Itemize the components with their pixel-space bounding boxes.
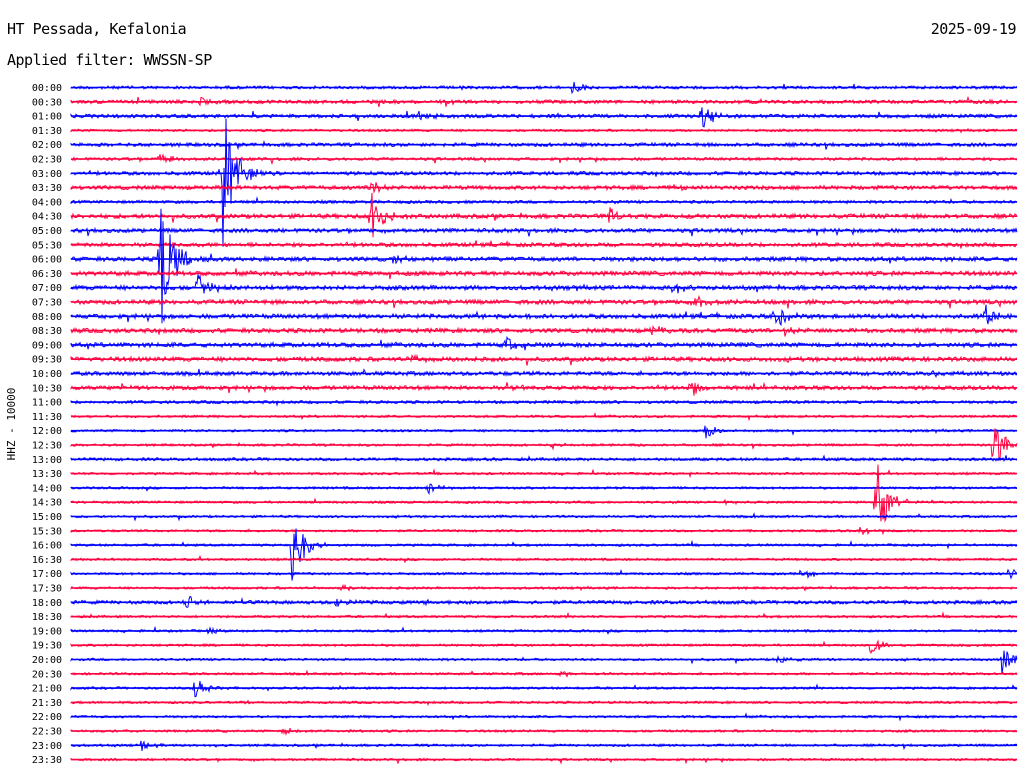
row-label: 03:30 [32, 183, 62, 194]
row-label: 06:30 [32, 269, 62, 280]
row-label: 22:30 [32, 727, 62, 738]
row-label: 15:30 [32, 526, 62, 537]
trace-line [70, 528, 1018, 581]
trace-line [70, 139, 1018, 151]
row-label: 18:30 [32, 612, 62, 623]
row-label: 23:30 [32, 755, 62, 766]
row-label: 20:00 [32, 655, 62, 666]
row-label: 00:30 [32, 97, 62, 108]
row-label: 16:00 [32, 541, 62, 552]
row-label: 04:30 [32, 212, 62, 223]
row-label: 10:00 [32, 369, 62, 380]
row-label: 08:00 [32, 312, 62, 323]
row-label: 16:30 [32, 555, 62, 566]
row-label: 11:30 [32, 412, 62, 423]
row-label: 20:30 [32, 669, 62, 680]
row-label: 12:00 [32, 426, 62, 437]
date-label: 2025-09-19 [930, 20, 1017, 38]
row-label: 03:00 [32, 169, 62, 180]
trace-line [70, 639, 1018, 654]
row-label: 13:30 [32, 469, 62, 480]
row-label: 19:00 [32, 626, 62, 637]
trace-line [70, 226, 1018, 237]
trace-line [70, 650, 1018, 675]
trace-line [70, 118, 1018, 247]
row-label: 08:30 [32, 326, 62, 337]
row-label: 11:00 [32, 398, 62, 409]
row-label: 01:30 [32, 126, 62, 137]
row-label: 04:00 [32, 197, 62, 208]
row-label: 09:30 [32, 355, 62, 366]
row-label: 07:30 [32, 298, 62, 309]
row-label: 01:00 [32, 112, 62, 123]
row-label: 23:00 [32, 741, 62, 752]
row-label: 02:30 [32, 155, 62, 166]
filter-label: Applied filter: WWSSN-SP [7, 51, 212, 69]
channel-label: HHZ - 10000 [5, 388, 18, 461]
row-label: 10:30 [32, 383, 62, 394]
traces-group [70, 81, 1018, 765]
row-label: 17:00 [32, 569, 62, 580]
row-label: 12:30 [32, 441, 62, 452]
row-label: 13:00 [32, 455, 62, 466]
row-label: 14:00 [32, 483, 62, 494]
trace-line [70, 304, 1018, 327]
station-title: HT Pessada, Kefalonia [7, 20, 187, 38]
row-label: 05:30 [32, 240, 62, 251]
row-label: 15:00 [32, 512, 62, 523]
trace-line [70, 294, 1018, 309]
row-label: 06:00 [32, 255, 62, 266]
row-labels-group: 00:00 00:30 01:00 01:30 02:00 02:30 03:00 03:30… [32, 83, 62, 766]
row-label: 19:30 [32, 641, 62, 652]
row-label: 14:30 [32, 498, 62, 509]
row-label: 09:00 [32, 340, 62, 351]
row-label: 07:00 [32, 283, 62, 294]
trace-line [70, 381, 1018, 396]
trace-line [70, 425, 1018, 439]
trace-line [70, 107, 1018, 128]
row-label: 22:00 [32, 712, 62, 723]
row-label: 21:00 [32, 684, 62, 695]
row-label: 00:00 [32, 83, 62, 94]
trace-line [70, 353, 1018, 366]
row-label: 17:30 [32, 584, 62, 595]
row-label: 21:30 [32, 698, 62, 709]
row-label: 02:00 [32, 140, 62, 151]
trace-line [70, 196, 1018, 205]
row-label: 18:00 [32, 598, 62, 609]
trace-line [70, 208, 1018, 324]
trace-line [70, 335, 1018, 351]
trace-line [70, 274, 1018, 294]
row-label: 05:00 [32, 226, 62, 237]
